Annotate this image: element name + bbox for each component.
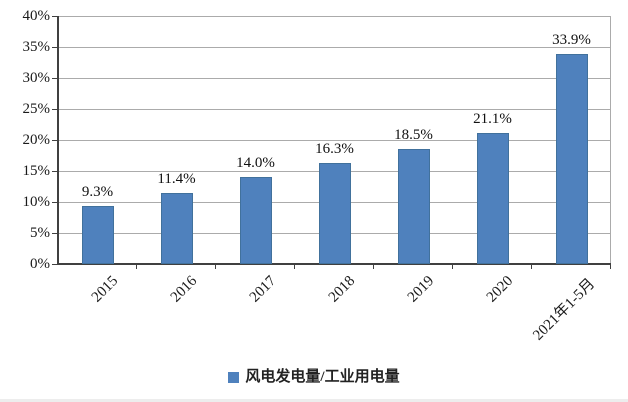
x-axis-tick (531, 264, 532, 269)
x-axis-tick (136, 264, 137, 269)
y-axis-tick-label: 20% (22, 132, 51, 148)
legend-label: 风电发电量/工业用电量 (245, 369, 400, 385)
y-axis-tick-label: 35% (22, 39, 51, 55)
bar-value-label: 33.9% (552, 31, 591, 48)
bar (81, 206, 114, 264)
x-axis-category-label: 2019 (404, 273, 437, 306)
x-axis-line (57, 263, 611, 265)
bar-value-label: 16.3% (315, 140, 354, 157)
y-axis-tick (52, 46, 58, 48)
y-axis-tick (52, 15, 58, 17)
bottom-divider (0, 399, 628, 402)
bar-value-label: 11.4% (157, 171, 196, 188)
x-axis-category-label: 2020 (483, 273, 516, 306)
y-axis-tick-label: 30% (22, 70, 51, 86)
y-axis-tick-label: 5% (30, 225, 50, 241)
x-axis-category-label: 2017 (246, 273, 279, 306)
bar-value-label: 9.3% (81, 184, 114, 201)
y-axis-tick (52, 201, 58, 203)
y-axis-line (57, 16, 59, 264)
legend: 风电发电量/工业用电量 (0, 368, 628, 387)
y-axis-tick-label: 25% (22, 101, 51, 117)
bar (318, 162, 351, 264)
bar-value-label: 18.5% (394, 127, 433, 144)
x-axis-tick (452, 264, 453, 269)
x-axis-tick (610, 264, 611, 269)
y-axis-tick (52, 232, 58, 234)
bar-value-label: 14.0% (236, 155, 275, 172)
x-axis-tick (294, 264, 295, 269)
y-axis-tick (52, 170, 58, 172)
bar (476, 133, 509, 264)
y-axis-tick-label: 40% (22, 8, 51, 24)
y-axis-tick-label: 0% (30, 256, 50, 272)
y-axis-tick-label: 10% (22, 194, 51, 210)
x-axis-category-label: 2018 (325, 273, 358, 306)
bar-value-label: 21.1% (473, 111, 512, 128)
y-axis-tick (52, 139, 58, 141)
y-axis-tick (52, 77, 58, 79)
y-axis-tick (52, 108, 58, 110)
x-axis-tick (373, 264, 374, 269)
bar (239, 177, 272, 264)
y-axis-tick (52, 263, 58, 265)
bar (555, 53, 588, 264)
x-axis-category-label: 2015 (88, 273, 121, 306)
bar (160, 193, 193, 264)
legend-swatch-icon (228, 372, 240, 383)
x-axis-category-label: 2016 (167, 273, 200, 306)
bar (397, 149, 430, 264)
y-axis-tick-label: 15% (22, 163, 51, 179)
x-axis-category-label: 2021年1-5月 (529, 275, 598, 344)
x-axis-tick (215, 264, 216, 269)
